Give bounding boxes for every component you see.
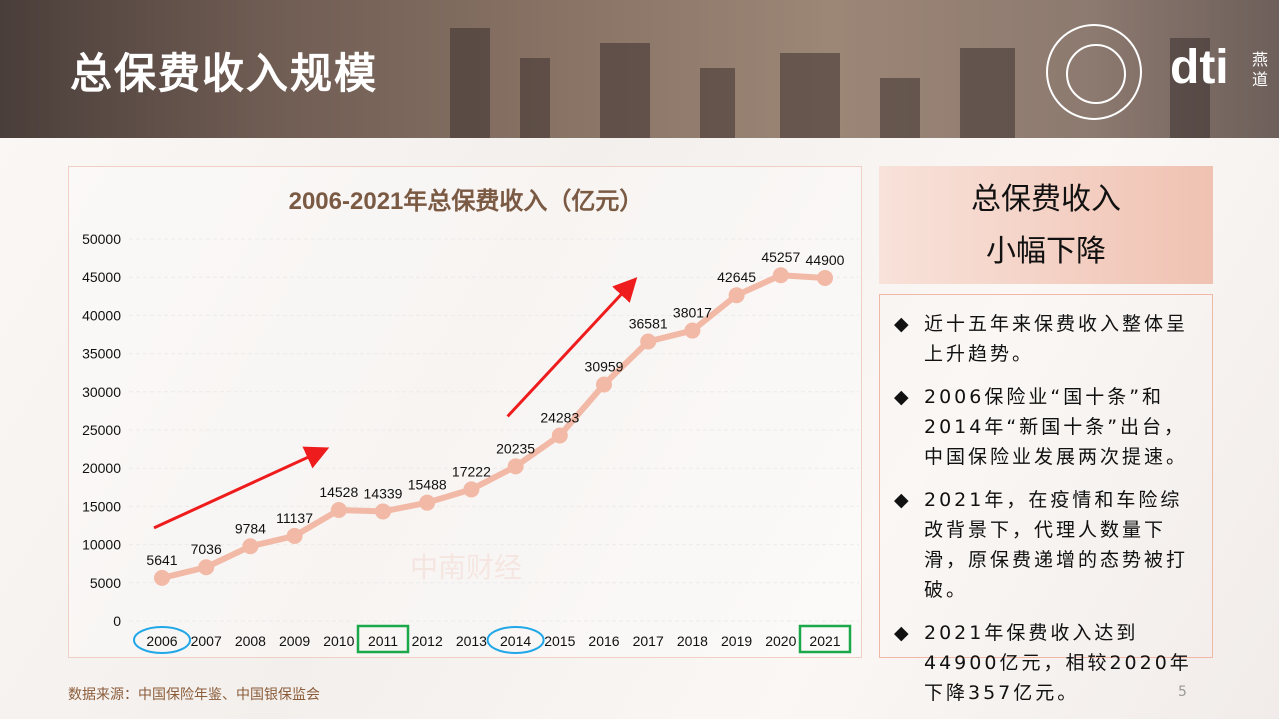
x-tick-label: 2016 xyxy=(588,633,619,649)
data-label: 30959 xyxy=(585,358,624,374)
diamond-bullet-icon: ◆ xyxy=(894,622,912,644)
data-label: 14339 xyxy=(364,485,403,501)
data-point xyxy=(684,322,701,339)
diamond-bullet-icon: ◆ xyxy=(894,313,912,335)
data-label: 36581 xyxy=(629,316,668,332)
y-tick-label: 30000 xyxy=(82,384,121,400)
page-number: 5 xyxy=(1178,684,1187,700)
line-chart: 2006-2021年总保费收入（亿元） 中南财经 0 5000 10000 15000 20… xyxy=(82,187,859,654)
data-point xyxy=(463,481,480,498)
data-label: 42645 xyxy=(717,269,756,285)
data-point xyxy=(728,287,745,304)
y-tick-label: 0 xyxy=(113,613,121,629)
data-point xyxy=(154,569,170,586)
data-point xyxy=(330,502,347,519)
x-tick-label: 2014 xyxy=(500,633,531,649)
highlight-box xyxy=(798,624,852,654)
data-point xyxy=(375,503,391,520)
x-tick-label: 2013 xyxy=(456,633,487,649)
chart-title: 2006-2021年总保费收入（亿元） xyxy=(289,187,644,215)
y-tick-label: 5000 xyxy=(90,575,121,591)
page-title: 总保费收入规模 xyxy=(70,49,379,98)
bullet-point: ◆ 2021年，在疫情和车险综改背景下，代理人数量下滑，原保费递增的态势被打破。 xyxy=(894,485,1200,605)
data-point xyxy=(198,559,215,576)
data-label: 38017 xyxy=(673,305,712,321)
y-tick-label: 10000 xyxy=(82,537,121,553)
data-point xyxy=(817,269,833,286)
data-point xyxy=(640,333,657,350)
dti-logo: dti xyxy=(1170,41,1229,94)
bullet-point: ◆ 近十五年来保费收入整体呈上升趋势。 xyxy=(894,309,1200,369)
bullet-point: ◆ 2021年保费收入达到44900亿元，相较2020年下降357亿元。 xyxy=(894,618,1200,708)
header-banner: 总保费收入规模 dti 燕道 xyxy=(0,0,1279,138)
x-tick-label: 2006 xyxy=(146,633,177,649)
dti-logo-cn: 燕道 xyxy=(1252,50,1269,89)
data-label: 20235 xyxy=(496,440,535,456)
x-tick-label: 2008 xyxy=(235,633,266,649)
data-point xyxy=(551,427,568,444)
watermark: 中南财经 xyxy=(410,551,522,584)
diamond-bullet-icon: ◆ xyxy=(894,386,912,408)
data-label: 24283 xyxy=(540,409,579,425)
y-tick-label: 45000 xyxy=(82,269,121,285)
trend-arrow xyxy=(506,277,638,418)
x-tick-label: 2007 xyxy=(191,633,222,649)
y-tick-label: 40000 xyxy=(82,307,121,323)
data-source: 数据来源：中国保险年鉴、中国银保监会 xyxy=(68,687,320,703)
x-tick-label: 2018 xyxy=(677,633,708,649)
data-point xyxy=(596,376,612,393)
y-tick-label: 15000 xyxy=(82,498,121,514)
data-point xyxy=(507,458,524,475)
diamond-bullet-icon: ◆ xyxy=(894,489,912,511)
data-label: 11137 xyxy=(276,510,313,526)
summary-heading-line1: 总保费收入 xyxy=(971,182,1121,217)
summary-heading: 总保费收入 小幅下降 xyxy=(879,166,1213,284)
x-tick-label: 2019 xyxy=(721,633,752,649)
x-tick-label: 2011 xyxy=(368,633,398,649)
data-label: 45257 xyxy=(761,249,800,265)
x-tick-label: 2017 xyxy=(633,633,664,649)
y-tick-label: 25000 xyxy=(82,422,121,438)
data-point xyxy=(772,267,789,284)
summary-points: ◆ 近十五年来保费收入整体呈上升趋势。 ◆ 2006保险业“国十条”和2014年“新… xyxy=(879,294,1213,704)
highlight-box xyxy=(356,624,410,654)
data-point xyxy=(242,538,259,555)
chart-panel: 2006-2021年总保费收入（亿元） 中南财经 0 5000 10000 15000 20… xyxy=(68,166,862,658)
data-label: 17222 xyxy=(452,463,491,479)
data-label: 44900 xyxy=(806,252,845,268)
data-point xyxy=(286,527,303,544)
bullet-point: ◆ 2006保险业“国十条”和2014年“新国十条”出台，中国保险业发展两次提速。 xyxy=(894,382,1200,472)
x-tick-label: 2021 xyxy=(809,633,840,649)
summary-heading-line2: 小幅下降 xyxy=(986,234,1106,269)
data-label: 7036 xyxy=(191,541,222,557)
x-tick-label: 2010 xyxy=(323,633,354,649)
data-label: 15488 xyxy=(408,477,447,493)
y-tick-label: 50000 xyxy=(82,231,121,247)
x-tick-label: 2009 xyxy=(279,633,310,649)
x-tick-label: 2020 xyxy=(765,633,796,649)
highlight-circle xyxy=(486,626,545,654)
x-tick-label: 2015 xyxy=(544,633,575,649)
data-label: 14528 xyxy=(319,484,358,500)
highlight-circle xyxy=(133,626,191,654)
y-tick-label: 20000 xyxy=(82,460,121,476)
data-label: 5641 xyxy=(146,552,177,568)
trend-arrow xyxy=(153,446,330,530)
data-label: 9784 xyxy=(235,520,266,536)
data-point xyxy=(419,494,436,511)
y-tick-label: 35000 xyxy=(82,346,121,362)
x-tick-label: 2012 xyxy=(412,633,443,649)
series-line xyxy=(161,272,826,581)
seal-logo xyxy=(1046,24,1142,120)
